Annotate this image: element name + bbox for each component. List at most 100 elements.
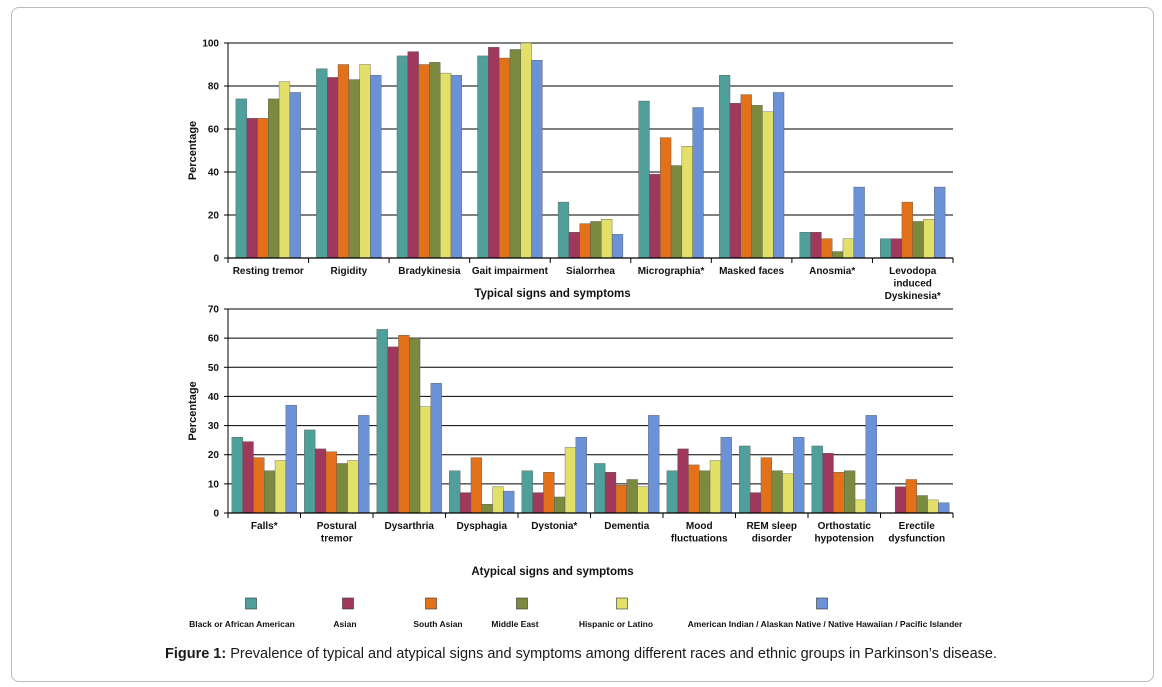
bar	[521, 470, 533, 514]
bar	[638, 100, 650, 259]
bar	[594, 463, 606, 514]
bar	[543, 472, 555, 514]
bar	[709, 460, 722, 514]
bar	[842, 238, 854, 259]
x-tick-label: Resting tremor	[233, 266, 304, 277]
bar	[509, 49, 521, 259]
bar	[666, 470, 678, 514]
bar	[782, 473, 794, 514]
y-axis-title: Percentage	[187, 381, 199, 440]
y-tick-label: 30	[208, 421, 220, 432]
y-tick-label: 20	[208, 450, 220, 461]
bar	[554, 496, 566, 514]
bar	[912, 221, 924, 259]
bar	[854, 499, 867, 514]
bar	[934, 186, 946, 259]
legend-swatch	[516, 597, 528, 610]
bar	[304, 429, 316, 514]
bar	[429, 62, 441, 259]
x-tick-label: Anosmia*	[809, 266, 855, 277]
legend-label: Asian	[333, 619, 356, 629]
bar	[337, 64, 350, 259]
bar	[488, 47, 500, 259]
bar	[649, 173, 661, 259]
bar	[771, 470, 783, 514]
x-tick-label: Orthostatic	[818, 521, 872, 532]
bar	[660, 137, 672, 259]
bar	[890, 238, 903, 259]
x-tick-label: dysfunction	[888, 534, 945, 545]
bar	[677, 448, 689, 514]
bar	[844, 470, 856, 514]
x-tick-label: Micrographia*	[638, 266, 705, 277]
x-axis-title: Typical signs and symptoms	[474, 288, 630, 300]
bar	[231, 437, 243, 514]
bar	[564, 447, 577, 514]
bar	[418, 64, 430, 259]
bar	[336, 463, 348, 514]
bar	[316, 68, 328, 259]
bar	[681, 145, 693, 259]
bar	[773, 92, 785, 259]
bar	[387, 346, 399, 514]
bar	[419, 406, 432, 514]
bar	[246, 118, 258, 259]
bar	[923, 219, 935, 259]
legend-label: South Asian	[413, 619, 462, 629]
bar	[751, 105, 763, 259]
bar	[257, 118, 269, 259]
x-tick-label: Masked faces	[719, 266, 784, 277]
bar	[264, 470, 276, 514]
bar	[729, 102, 742, 259]
bar	[376, 329, 388, 514]
legend-swatch	[342, 597, 354, 610]
bar	[348, 79, 360, 259]
x-tick-label: fluctuations	[671, 534, 728, 545]
x-tick-label: Levodopa	[889, 266, 937, 277]
legend-label: American Indian / Alaskan Native / Nativ…	[688, 619, 963, 629]
y-axis-title: Percentage	[187, 121, 199, 180]
legend-swatch	[245, 597, 257, 610]
x-tick-label: Bradykinesia	[398, 266, 461, 277]
bar	[470, 457, 482, 514]
bar	[760, 457, 772, 514]
figure-frame	[11, 7, 1154, 682]
legend-label: Middle East	[491, 619, 538, 629]
bar	[604, 472, 617, 514]
bar	[739, 445, 751, 514]
y-tick-label: 20	[208, 211, 220, 222]
x-tick-label: hypotension	[815, 534, 874, 545]
y-tick-label: 10	[208, 479, 220, 490]
y-tick-label: 40	[208, 168, 220, 179]
bar	[699, 470, 711, 514]
bar	[407, 51, 419, 259]
bar	[477, 55, 489, 259]
bar	[285, 404, 297, 514]
bar	[762, 111, 774, 259]
bar	[719, 75, 731, 259]
x-tick-label: Postural	[317, 521, 357, 532]
y-tick-label: 60	[208, 334, 220, 345]
y-tick-label: 80	[208, 82, 220, 93]
bar	[359, 64, 371, 259]
bar	[498, 57, 511, 259]
x-tick-label: Mood	[686, 521, 713, 532]
bar	[531, 60, 543, 259]
bar	[793, 437, 805, 514]
bar	[670, 165, 683, 259]
x-tick-label: Dysphagia	[456, 521, 507, 532]
bar	[833, 472, 845, 514]
bar	[409, 337, 421, 514]
bar	[927, 499, 939, 514]
x-tick-label: Falls*	[251, 521, 278, 532]
x-tick-label: Dysarthria	[385, 521, 435, 532]
bar	[268, 98, 280, 259]
x-tick-label: REM sleep	[746, 521, 797, 532]
y-tick-label: 0	[213, 254, 219, 265]
bar	[242, 441, 254, 514]
bar	[278, 81, 291, 259]
bar	[853, 186, 865, 259]
bar	[637, 486, 649, 514]
bar	[615, 485, 627, 514]
x-tick-label: Sialorrhea	[566, 266, 615, 277]
